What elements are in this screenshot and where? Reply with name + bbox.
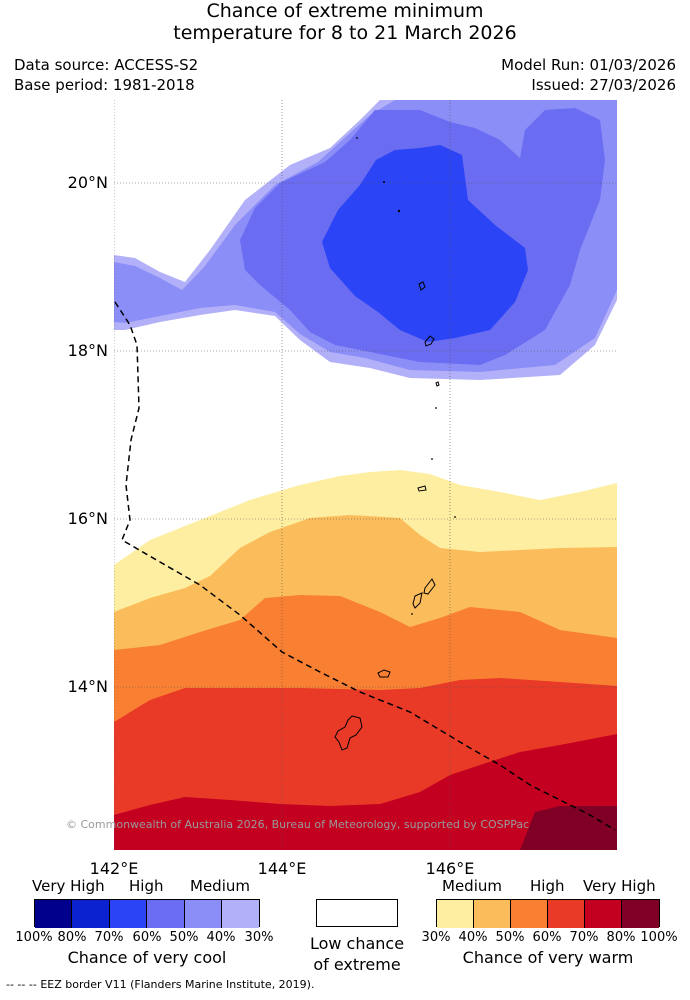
warm-tick-100: 100% bbox=[640, 930, 678, 945]
warm-swatch-30-40 bbox=[437, 900, 474, 928]
lon-label-142e: 142°E bbox=[89, 859, 139, 878]
warm-tick-80: 80% bbox=[606, 930, 636, 945]
cool-tick-30: 30% bbox=[244, 930, 274, 945]
cool-tick-60: 60% bbox=[132, 930, 162, 945]
island-agrihan bbox=[418, 281, 426, 291]
cool-tick-40: 40% bbox=[206, 930, 236, 945]
cool-swatch-50-40 bbox=[185, 900, 222, 928]
cool-caption: Chance of very cool bbox=[67, 948, 227, 967]
island-outlines bbox=[334, 281, 440, 751]
cool-colorbar bbox=[34, 899, 260, 928]
eez-border bbox=[114, 301, 616, 831]
lon-label-144e: 144°E bbox=[257, 859, 307, 878]
map-title-line1: Chance of extreme minimum bbox=[206, 0, 484, 22]
issued-label: Issued: 27/03/2026 bbox=[531, 76, 676, 94]
base-period-label: Base period: 1981-2018 bbox=[14, 76, 195, 94]
lat-label-14n: 14°N bbox=[67, 677, 108, 696]
warm-tick-70: 70% bbox=[569, 930, 599, 945]
warm-colorbar bbox=[436, 899, 660, 928]
lat-label-16n: 16°N bbox=[67, 509, 108, 528]
warm-tick-60: 60% bbox=[532, 930, 562, 945]
warm-swatch-70-80 bbox=[585, 900, 622, 928]
warm-caption: Chance of very warm bbox=[462, 948, 634, 967]
warm-tick-50: 50% bbox=[495, 930, 525, 945]
island-guam bbox=[334, 715, 363, 751]
model-run-label: Model Run: 01/03/2026 bbox=[501, 56, 676, 74]
island-dots bbox=[356, 137, 456, 615]
warm-band-70 bbox=[114, 734, 617, 850]
warm-header-very-high: Very High bbox=[583, 877, 656, 895]
map-title-line2: temperature for 8 to 21 March 2026 bbox=[173, 22, 517, 44]
data-source-label: Data source: ACCESS-S2 bbox=[14, 56, 199, 74]
cool-header-medium: Medium bbox=[190, 877, 250, 895]
cool-band-60 bbox=[322, 145, 528, 342]
lat-label-20n: 20°N bbox=[67, 173, 108, 192]
lat-label-18n: 18°N bbox=[67, 341, 108, 360]
gridlines bbox=[114, 100, 617, 850]
low-chance-swatch bbox=[316, 899, 398, 927]
forecast-map bbox=[114, 100, 617, 850]
island-pagan bbox=[424, 335, 435, 347]
island-tinian bbox=[412, 592, 423, 609]
cool-swatch-40-30 bbox=[222, 900, 259, 928]
cool-tick-50: 50% bbox=[169, 930, 199, 945]
eez-legend-text: EEZ border V11 (Flanders Marine Institut… bbox=[40, 978, 315, 991]
copyright-notice: © Commonwealth of Australia 2026, Bureau… bbox=[66, 818, 530, 831]
island-anatahan bbox=[417, 485, 427, 492]
warm-header-medium: Medium bbox=[442, 877, 502, 895]
low-chance-caption-line2: of extreme bbox=[313, 955, 401, 974]
warm-swatch-80-100 bbox=[622, 900, 659, 928]
cool-swatch-70-60 bbox=[110, 900, 147, 928]
cool-tick-70: 70% bbox=[94, 930, 124, 945]
warm-tick-30: 30% bbox=[421, 930, 451, 945]
eez-line-symbol: -- -- -- bbox=[6, 978, 37, 991]
lon-label-146e: 146°E bbox=[425, 859, 475, 878]
warm-swatch-60-70 bbox=[548, 900, 585, 928]
island-rota bbox=[377, 669, 391, 678]
warm-swatch-50-60 bbox=[511, 900, 548, 928]
cool-header-high: High bbox=[129, 877, 164, 895]
island-saipan bbox=[423, 578, 436, 595]
cool-tick-100: 100% bbox=[15, 930, 53, 945]
low-chance-caption-line1: Low chance bbox=[309, 934, 405, 953]
warm-header-high: High bbox=[530, 877, 565, 895]
eez-legend: -- -- -- EEZ border V11 (Flanders Marine… bbox=[6, 978, 314, 991]
cool-swatch-100-80 bbox=[35, 900, 72, 928]
cool-swatch-80-70 bbox=[72, 900, 110, 928]
cool-header-very-high: Very High bbox=[32, 877, 105, 895]
island-alamagan bbox=[435, 381, 440, 387]
warm-tick-40: 40% bbox=[458, 930, 488, 945]
cool-tick-80: 80% bbox=[57, 930, 87, 945]
warm-swatch-40-50 bbox=[474, 900, 511, 928]
cool-swatch-60-50 bbox=[147, 900, 185, 928]
